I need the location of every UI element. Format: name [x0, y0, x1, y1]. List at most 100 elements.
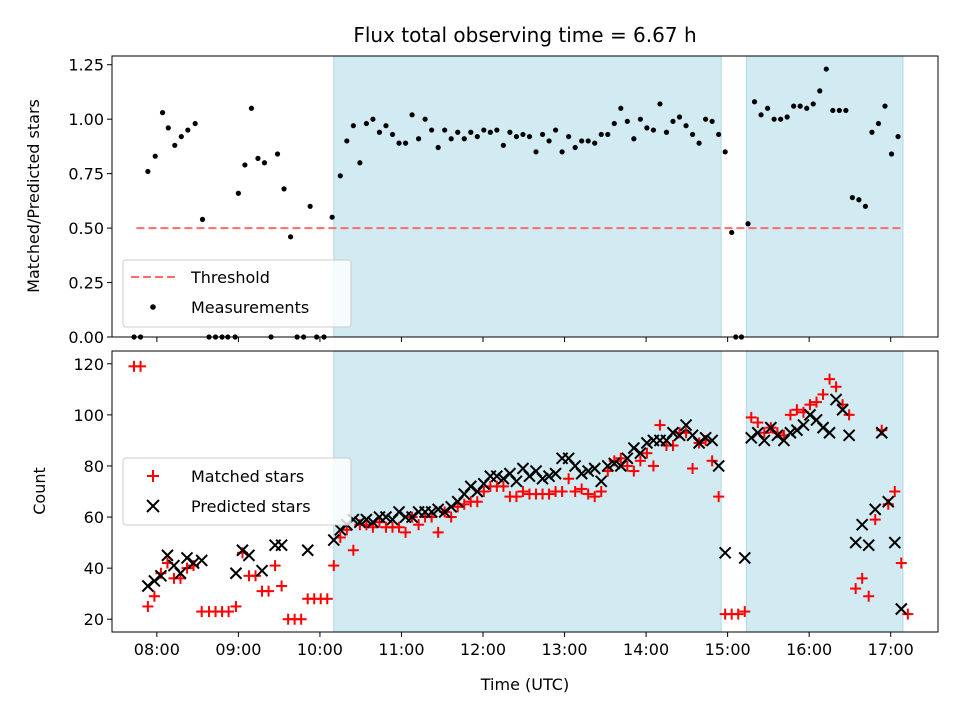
- matched-star-point: [824, 373, 836, 385]
- measurement-point: [494, 127, 500, 133]
- x-tick-label: 15:00: [705, 640, 751, 659]
- matched-star-point: [576, 483, 588, 495]
- measurement-point: [611, 120, 617, 127]
- predicted-legend-swatch: [146, 499, 160, 513]
- measurement-point: [566, 133, 572, 140]
- predicted-star-point: [510, 475, 523, 488]
- measurement-point: [856, 197, 862, 203]
- measurement-point: [192, 120, 198, 127]
- predicted-star-point: [758, 434, 771, 447]
- measurement-point: [849, 194, 855, 201]
- measurement-point: [199, 216, 206, 222]
- predicted-star-point: [275, 538, 288, 552]
- matched-star-point: [863, 590, 875, 602]
- matched-star-point: [687, 463, 699, 475]
- matched-star-point: [582, 488, 594, 500]
- matched-star-point: [902, 608, 914, 620]
- bottom-axes-frame: [111, 350, 939, 633]
- measurement-point: [624, 118, 630, 124]
- measurement-point: [888, 151, 895, 157]
- measurement-point: [261, 160, 268, 166]
- measurement-point: [592, 140, 598, 146]
- measurement-point: [513, 133, 520, 140]
- measurement-point: [758, 112, 764, 118]
- predicted-star-point: [581, 464, 595, 478]
- predicted-star-point: [255, 564, 269, 577]
- matched-star-point: [732, 608, 744, 620]
- predicted-star-point: [869, 503, 882, 516]
- matched-star-point: [667, 440, 679, 452]
- matched-star-point: [850, 583, 862, 595]
- measurement-point: [882, 103, 888, 109]
- matched-legend-swatch: [147, 470, 159, 482]
- matched-star-point: [452, 501, 464, 513]
- predicted-star-point: [882, 495, 895, 508]
- predicted-star-point: [679, 418, 693, 432]
- matched-star-point: [135, 360, 147, 372]
- matched-star-point: [328, 560, 340, 572]
- matched-star-point: [634, 455, 646, 467]
- top-y-ticks: 0.00 0.25 0.50 0.75 1.00 1.25: [68, 56, 112, 347]
- predicted-star-point: [842, 429, 856, 442]
- matched-star-point: [869, 514, 881, 526]
- threshold-legend-label: Threshold: [190, 268, 270, 287]
- matched-star-point: [791, 404, 803, 416]
- matched-star-point: [400, 526, 412, 538]
- matched-star-point: [628, 465, 640, 477]
- matched-star-point: [250, 570, 262, 582]
- predicted-star-point: [836, 403, 849, 416]
- measurement-point: [657, 101, 663, 107]
- predicted-star-point: [699, 431, 712, 445]
- count-panel: 20 40 60 80 100 120 08:00 09:00 10:00 11:00 12:00…: [30, 350, 939, 694]
- predicted-star-point: [379, 510, 393, 524]
- measurement-point: [389, 131, 396, 138]
- matched-star-point: [276, 580, 288, 592]
- matched-star-point: [426, 511, 438, 523]
- matched-star-point: [510, 491, 522, 503]
- measurement-point: [572, 144, 578, 151]
- measurement-point: [552, 127, 559, 133]
- measurement-point: [415, 136, 422, 142]
- y-tick-label: 0.75: [68, 165, 104, 184]
- measurement-point: [836, 107, 842, 114]
- measurement-point: [764, 105, 771, 111]
- matched-star-point: [373, 516, 385, 528]
- shaded-interval: [333, 55, 722, 338]
- matched-star-point: [174, 572, 186, 584]
- measurement-point: [468, 129, 474, 135]
- x-tick-label: 16:00: [786, 640, 832, 659]
- measurement-point: [703, 116, 709, 122]
- top-legend-box: [122, 259, 352, 328]
- matched-star-point: [784, 409, 796, 421]
- matched-star-point: [347, 544, 359, 556]
- x-tick-label: 09:00: [215, 640, 261, 659]
- predicted-star-point: [862, 538, 875, 552]
- matched-star-point: [432, 526, 444, 538]
- measurement-point: [422, 116, 428, 122]
- ratio-panel: 0.00 0.25 0.50 0.75 1.00 1.25 Matched/Predict…: [24, 55, 939, 347]
- measurement-point: [771, 116, 777, 122]
- predicted-star-point: [242, 549, 256, 562]
- y-tick-label: 0.25: [68, 274, 104, 293]
- measurement-point: [370, 116, 376, 122]
- measurement-point: [533, 149, 539, 155]
- matched-star-point: [269, 560, 281, 572]
- matched-star-point: [497, 480, 509, 492]
- bottom-x-ticks: 08:00 09:00 10:00 11:00 12:00 13:00 14:00 15:00…: [134, 632, 914, 659]
- measurement-point: [862, 203, 869, 209]
- matched-star-point: [295, 613, 307, 625]
- y-tick-label: 120: [73, 355, 104, 374]
- predicted-star-point: [353, 515, 367, 529]
- matched-star-point: [543, 488, 555, 500]
- matched-star-point: [895, 557, 907, 569]
- predicted-star-point: [823, 426, 836, 439]
- matched-star-point: [563, 473, 575, 485]
- y-tick-label: 20: [84, 610, 104, 629]
- matched-star-point: [752, 417, 764, 429]
- measurement-point: [165, 125, 171, 131]
- shaded-interval: [745, 350, 904, 633]
- predicted-star-point: [187, 556, 200, 570]
- measurement-point: [585, 138, 591, 144]
- predicted-star-point: [301, 544, 314, 557]
- predicted-star-point: [575, 467, 588, 480]
